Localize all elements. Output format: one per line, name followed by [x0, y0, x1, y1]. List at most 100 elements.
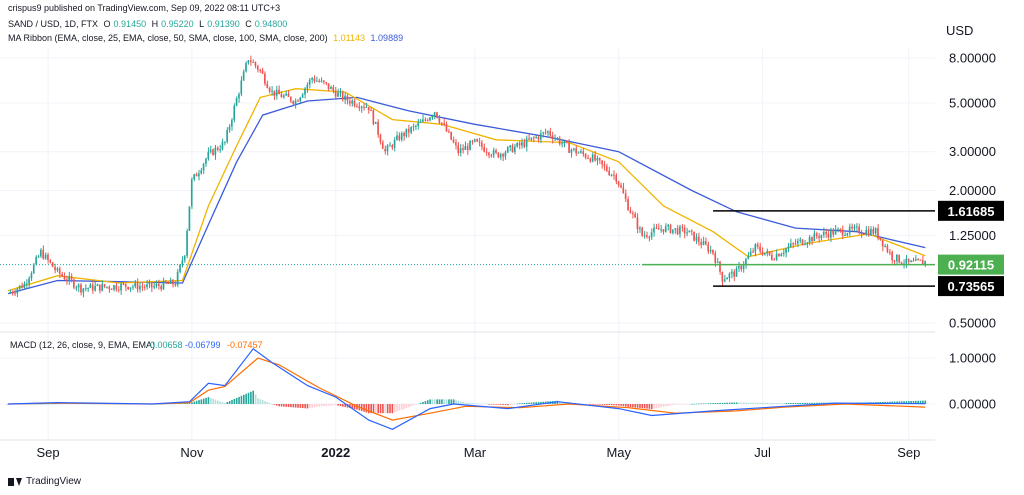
candle-body	[344, 95, 346, 100]
candle-body	[667, 224, 669, 227]
macd-hist-bar	[63, 403, 66, 405]
candle-body	[839, 228, 842, 230]
candle-body	[848, 226, 851, 234]
macd-hist-bar	[438, 399, 441, 404]
macd-hist-bar	[514, 404, 516, 405]
macd-hist-bar	[653, 404, 655, 409]
candle-body	[84, 288, 87, 290]
macd-legend-label[interactable]: MACD (12, 26, close, 9, EMA, EMA)	[10, 340, 155, 350]
price-axis[interactable]: 8.00000 5.00000 3.00000 2.00000 1.25000 0.500…	[949, 51, 996, 331]
candle-body	[780, 254, 783, 257]
candle-body	[129, 287, 132, 290]
candle-body	[858, 226, 860, 234]
macd-hist-bar	[764, 402, 766, 404]
macd-hist-bar	[589, 404, 592, 405]
macd-hist-bar	[459, 401, 462, 404]
candle-body	[271, 90, 273, 92]
macd-hist-bar	[344, 404, 347, 408]
ma-value-blue: 1.09889	[370, 33, 404, 43]
candle-body	[110, 288, 113, 290]
candle-body	[313, 78, 316, 82]
currency-label: USD	[946, 23, 973, 38]
candle-body	[542, 132, 544, 134]
candle-body	[433, 112, 436, 116]
candle-body	[42, 249, 45, 259]
macd-hist-bar	[431, 399, 434, 404]
candle-body	[75, 287, 78, 289]
macd-hist-bar	[252, 390, 255, 404]
footer-brand[interactable]: TradingView	[8, 476, 81, 487]
candle-body	[478, 141, 481, 143]
macd-hist-bar	[212, 398, 214, 404]
candle-body	[261, 70, 264, 74]
candle-body	[620, 185, 622, 188]
macd-hist-bar	[455, 400, 457, 404]
candle-body	[155, 283, 158, 286]
candle-body	[681, 226, 684, 228]
macd-main-line	[7, 347, 926, 430]
macd-hist-bar	[632, 404, 634, 408]
candle-body	[308, 79, 311, 85]
candle-body	[613, 174, 615, 176]
candle-body	[591, 154, 594, 162]
macd-hist-bar	[556, 400, 559, 404]
candle-body	[327, 83, 330, 90]
candle-body	[452, 139, 455, 143]
macd-axis[interactable]: 1.00000 0.00000	[949, 351, 996, 412]
candle-body	[820, 235, 823, 239]
candle-body	[351, 100, 353, 104]
macd-hist-bar	[342, 404, 344, 407]
macd-hist-bar	[591, 404, 594, 405]
candle-body	[94, 285, 96, 291]
candle-body	[30, 273, 33, 279]
candle-body	[596, 157, 599, 161]
macd-hist-bar	[754, 402, 757, 404]
macd-hist-bar	[603, 404, 606, 405]
ohlc-h-label: H	[151, 19, 159, 29]
price-tag-0.92115	[938, 254, 1004, 275]
ma-ribbon-label[interactable]: MA Ribbon (EMA, close, 25, EMA, close, 5…	[8, 33, 328, 43]
candle-body	[737, 266, 740, 269]
macd-hist-bar	[311, 404, 313, 408]
ohlc-low: 0.91390	[207, 19, 240, 29]
candle-body	[867, 230, 870, 236]
candle-body	[556, 138, 559, 140]
candle-body	[115, 285, 118, 290]
candle-body	[365, 106, 368, 108]
candle-body	[419, 121, 422, 123]
macd-hist-bar	[714, 403, 717, 404]
macd-hist-bar	[68, 403, 71, 405]
macd-hist-bar	[205, 397, 207, 404]
candle-body	[153, 285, 155, 288]
macd-hist-bar	[891, 401, 894, 404]
macd-hist-bar	[450, 399, 453, 404]
symbol-label[interactable]: SAND / USD, 1D, FTX	[8, 19, 99, 29]
candle-body	[862, 233, 865, 235]
candle-body	[358, 106, 361, 109]
macd-hist-bar	[724, 402, 726, 404]
macd-hist-bar	[332, 404, 335, 406]
macd-hist-bar	[386, 404, 389, 414]
candle-body	[183, 255, 186, 261]
candle-body	[544, 132, 547, 134]
macd-hist-bar	[646, 404, 648, 409]
candle-body	[44, 254, 47, 259]
candle-body	[445, 124, 448, 132]
candle-body	[77, 284, 80, 288]
candle-body	[450, 131, 452, 140]
candle-body	[426, 119, 429, 121]
macd-hist-bar	[316, 404, 318, 407]
candle-body	[282, 95, 285, 98]
candle-body	[202, 163, 205, 171]
candle-body	[242, 71, 245, 81]
candle-body	[608, 170, 610, 175]
time-axis[interactable]: Sep Nov 2022 Mar May Jul Sep	[0, 439, 935, 460]
candle-body	[294, 100, 297, 105]
candle-body	[796, 240, 799, 244]
macd-hist-bar	[228, 401, 231, 404]
price-tag-label: 0.73565	[948, 279, 995, 294]
macd-hist-bar	[377, 404, 380, 414]
candle-body	[181, 260, 184, 265]
candle-body	[186, 230, 188, 256]
